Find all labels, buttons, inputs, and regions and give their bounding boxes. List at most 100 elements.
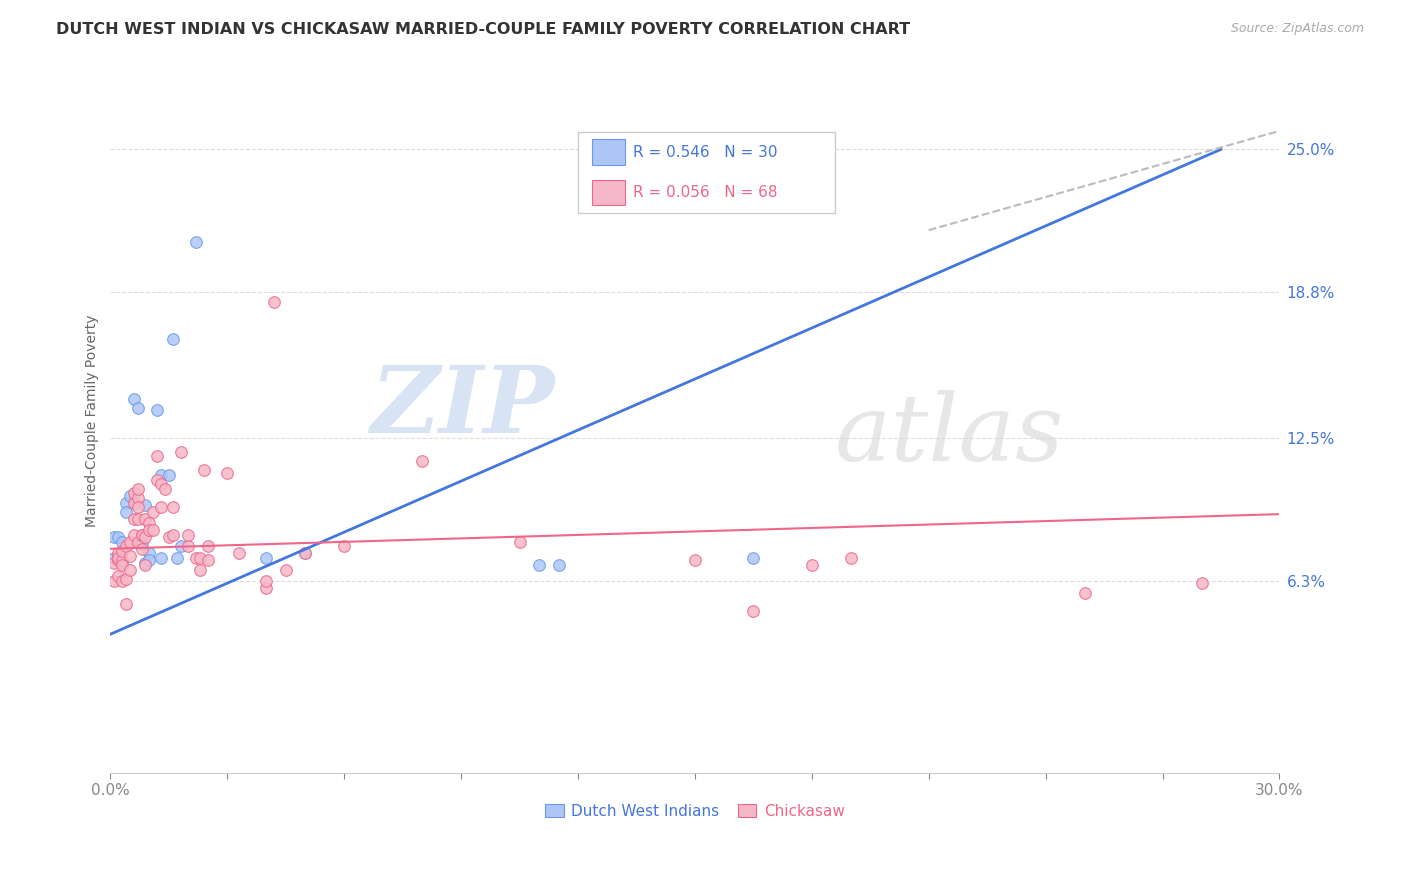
Point [138, 553, 160, 567]
Point [134, 512, 156, 526]
Point [107, 551, 129, 566]
Point [127, 512, 149, 526]
Point [131, 537, 153, 551]
Point [138, 516, 160, 531]
Point [153, 482, 176, 496]
Point [411, 454, 433, 468]
Point [111, 534, 134, 549]
Point [122, 392, 145, 406]
Point [107, 553, 129, 567]
Point [131, 528, 153, 542]
FancyBboxPatch shape [578, 132, 835, 213]
FancyBboxPatch shape [592, 139, 624, 165]
Point [333, 540, 356, 554]
Point [107, 546, 129, 560]
Point [127, 534, 149, 549]
Point [122, 486, 145, 500]
Point [118, 549, 141, 563]
Point [742, 551, 765, 566]
Point [115, 597, 138, 611]
Point [122, 512, 145, 526]
Text: R = 0.056   N = 68: R = 0.056 N = 68 [633, 186, 778, 200]
Text: ZIP: ZIP [370, 361, 554, 451]
Point [131, 541, 153, 556]
Point [103, 551, 125, 566]
Point [263, 294, 285, 309]
Point [217, 466, 239, 480]
Text: R = 0.546   N = 30: R = 0.546 N = 30 [633, 145, 778, 160]
Point [254, 574, 277, 588]
Point [186, 235, 208, 249]
Point [134, 530, 156, 544]
Point [115, 495, 138, 509]
Point [111, 544, 134, 558]
Point [254, 551, 277, 566]
Point [157, 467, 180, 482]
Point [107, 569, 129, 583]
Point [127, 482, 149, 496]
Point [169, 540, 191, 554]
Point [228, 546, 250, 560]
Point [134, 558, 156, 572]
Point [150, 467, 173, 482]
Point [146, 473, 169, 487]
Point [111, 556, 134, 570]
Point [197, 540, 219, 554]
Point [162, 332, 184, 346]
Point [162, 500, 184, 515]
Legend: Dutch West Indians, Chickasaw: Dutch West Indians, Chickasaw [538, 797, 851, 825]
Point [111, 558, 134, 572]
Point [197, 553, 219, 567]
Point [800, 558, 823, 572]
Point [118, 489, 141, 503]
Text: atlas: atlas [835, 390, 1064, 480]
Point [294, 546, 316, 560]
Point [186, 551, 208, 566]
Point [142, 505, 165, 519]
Point [294, 546, 316, 560]
Point [134, 498, 156, 512]
Point [742, 604, 765, 618]
Point [274, 563, 297, 577]
Point [111, 574, 134, 588]
Point [547, 558, 569, 572]
Point [193, 463, 215, 477]
Point [1191, 576, 1213, 591]
Point [177, 540, 200, 554]
Point [103, 530, 125, 544]
Point [166, 551, 188, 566]
Point [150, 500, 173, 515]
Point [527, 558, 550, 572]
Point [138, 524, 160, 538]
Point [146, 450, 169, 464]
Point [122, 528, 145, 542]
Point [127, 491, 149, 505]
Point [103, 574, 125, 588]
Point [146, 403, 169, 417]
Point [134, 556, 156, 570]
Point [107, 530, 129, 544]
Point [118, 563, 141, 577]
Point [839, 551, 862, 566]
Point [131, 528, 153, 542]
Point [162, 528, 184, 542]
Point [107, 549, 129, 563]
Point [683, 553, 706, 567]
Text: DUTCH WEST INDIAN VS CHICKASAW MARRIED-COUPLE FAMILY POVERTY CORRELATION CHART: DUTCH WEST INDIAN VS CHICKASAW MARRIED-C… [56, 22, 910, 37]
Text: Source: ZipAtlas.com: Source: ZipAtlas.com [1230, 22, 1364, 36]
Point [111, 553, 134, 567]
Point [127, 500, 149, 515]
Point [169, 445, 191, 459]
Point [177, 528, 200, 542]
Point [115, 540, 138, 554]
Point [150, 477, 173, 491]
Point [103, 556, 125, 570]
Point [1073, 585, 1095, 599]
Point [509, 534, 531, 549]
Point [150, 551, 173, 566]
Point [118, 534, 141, 549]
Point [188, 563, 211, 577]
Point [142, 524, 165, 538]
Point [115, 505, 138, 519]
Point [138, 546, 160, 560]
